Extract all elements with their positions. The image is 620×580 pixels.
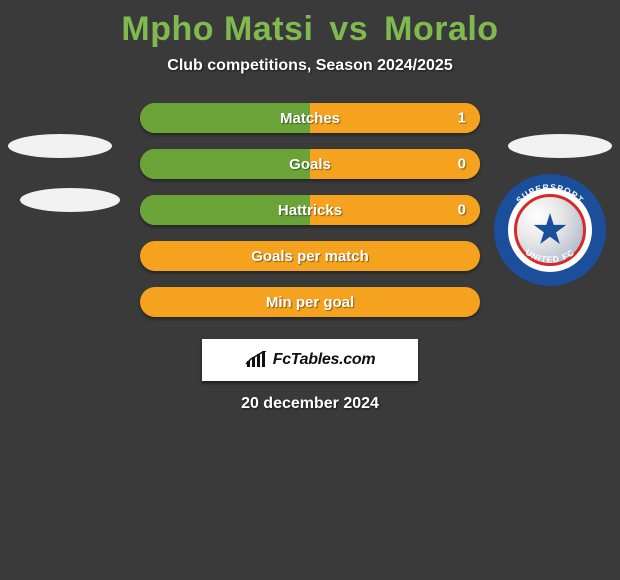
player1-name: Mpho Matsi: [121, 10, 313, 48]
stat-row: Matches 1: [140, 103, 480, 133]
stat-value-right: 1: [458, 110, 466, 127]
date-text: 20 december 2024: [0, 395, 620, 413]
vs-label: vs: [329, 10, 368, 48]
stat-value-right: 0: [458, 156, 466, 173]
player2-name: Moralo: [384, 10, 498, 48]
stat-bar-right: [310, 149, 480, 179]
stat-label: Min per goal: [266, 294, 354, 311]
stat-value-right: 0: [458, 202, 466, 219]
stat-row: Goals per match: [140, 241, 480, 271]
stat-label: Matches: [280, 110, 340, 127]
stat-row: Goals 0: [140, 149, 480, 179]
club-badge: SUPERSPORT UNITED FC: [500, 180, 600, 280]
svg-text:UNITED FC: UNITED FC: [524, 247, 577, 264]
subtitle: Club competitions, Season 2024/2025: [0, 57, 620, 75]
stat-label: Goals: [289, 156, 331, 173]
source-logo: FcTables.com: [245, 351, 376, 369]
page-title: Mpho Matsi vs Moralo: [0, 10, 620, 49]
stat-row: Hattricks 0: [140, 195, 480, 225]
player1-photo-placeholder-bottom: [20, 188, 120, 212]
player2-photo-placeholder: [508, 134, 612, 158]
stat-label: Goals per match: [251, 248, 369, 265]
player1-photo-placeholder-top: [8, 134, 112, 158]
stat-row: Min per goal: [140, 287, 480, 317]
bar-chart-icon: [245, 351, 269, 369]
source-text: FcTables.com: [273, 351, 376, 369]
source-badge: FcTables.com: [202, 339, 418, 381]
stat-label: Hattricks: [278, 202, 342, 219]
club-badge-bottom-text: UNITED FC: [524, 247, 577, 264]
stat-bar-left: [140, 149, 310, 179]
